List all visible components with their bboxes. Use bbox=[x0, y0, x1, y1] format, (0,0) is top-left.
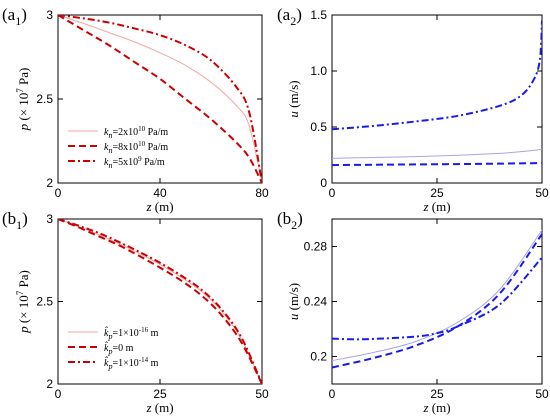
series-line-2 bbox=[332, 162, 542, 167]
y-tick-label: 0.5 bbox=[310, 120, 327, 134]
series-line-3 bbox=[58, 15, 262, 183]
y-tick-label: 0.2 bbox=[310, 350, 327, 364]
x-tick-label: 0 bbox=[329, 186, 336, 200]
panel-label: (b1) bbox=[2, 209, 28, 232]
x-axis-label: z (m) bbox=[145, 400, 173, 415]
series-line-2 bbox=[58, 15, 262, 183]
x-tick-label: 40 bbox=[153, 186, 167, 200]
legend-label: kn=2x1010 Pa/m bbox=[104, 125, 168, 140]
x-tick-label: 25 bbox=[430, 186, 444, 200]
x-axis-label: z (m) bbox=[145, 199, 173, 214]
y-tick-label: 1.5 bbox=[310, 8, 327, 22]
x-tick-label: 0 bbox=[55, 186, 62, 200]
y-axis-label: p (× 107 Pa) bbox=[15, 68, 31, 132]
y-tick-label: 2 bbox=[46, 176, 53, 190]
x-axis-label: z (m) bbox=[422, 199, 450, 214]
y-axis-label: p (× 107 Pa) bbox=[15, 270, 31, 334]
y-tick-label: 2.5 bbox=[36, 295, 53, 309]
legend: k̂p=1×10-16 mk̂p=0 mk̂p=1×10-14 m bbox=[68, 326, 159, 371]
y-tick-label: 1.0 bbox=[310, 64, 327, 78]
panel-label: (a2) bbox=[277, 5, 302, 28]
y-tick-label: 0.24 bbox=[304, 295, 328, 309]
series-line-2 bbox=[58, 219, 262, 384]
plot-frame bbox=[57, 218, 263, 385]
y-tick-label: 0 bbox=[320, 176, 327, 190]
chart-panel-1: 0 40 80 2 2.5 3 z (m) p (× 107 Pa) (a1) kn=2x1010… bbox=[2, 5, 269, 214]
x-tick-label: 0 bbox=[329, 387, 336, 401]
x-axis-label: z (m) bbox=[422, 400, 450, 415]
legend-label: kn=8x1010 Pa/m bbox=[104, 140, 168, 155]
y-tick-label: 2.5 bbox=[36, 92, 53, 106]
y-axis-label: u (m/s) bbox=[286, 283, 301, 320]
legend-label: k̂p=1×10-16 m bbox=[104, 326, 159, 341]
series-line-2 bbox=[332, 233, 542, 369]
x-tick-label: 25 bbox=[153, 387, 167, 401]
y-axis-label: u (m/s) bbox=[286, 80, 301, 117]
y-tick-label: 3 bbox=[46, 212, 53, 226]
x-tick-label: 25 bbox=[430, 387, 444, 401]
legend-label: kn=5x109 Pa/m bbox=[104, 155, 165, 170]
panel-label: (a1) bbox=[2, 5, 27, 28]
y-tick-label: 2 bbox=[46, 377, 53, 391]
series-line-3 bbox=[332, 256, 542, 341]
chart-panel-3: 0 25 50 2 2.5 3 z (m) p (× 107 Pa) (b1) k̂p=1×10-… bbox=[2, 209, 269, 415]
plot-frame bbox=[331, 218, 543, 385]
y-tick-label: 0.28 bbox=[304, 240, 328, 254]
chart-panel-2: 0 25 50 0 0.5 1.0 1.5 z (m) u (m/s) (a2) bbox=[277, 5, 549, 214]
series-line-3 bbox=[332, 20, 542, 131]
legend: kn=2x1010 Pa/mkn=8x1010 Pa/mkn=5x109 Pa/… bbox=[68, 125, 168, 170]
x-tick-label: 50 bbox=[535, 186, 549, 200]
x-tick-label: 50 bbox=[255, 387, 269, 401]
legend-label: k̂p=1×10-14 m bbox=[104, 356, 159, 371]
series-line-1 bbox=[332, 229, 542, 362]
chart-panel-4: 0 25 50 0.2 0.24 0.28 z (m) u (m/s) (b2) bbox=[277, 209, 549, 415]
series-line-3 bbox=[58, 219, 262, 384]
x-tick-label: 50 bbox=[535, 387, 549, 401]
x-tick-label: 80 bbox=[255, 186, 269, 200]
legend-label: k̂p=0 m bbox=[104, 341, 134, 356]
series-line-1 bbox=[58, 219, 262, 384]
series-line-1 bbox=[332, 148, 542, 159]
y-tick-label: 3 bbox=[46, 8, 53, 22]
panel-label: (b2) bbox=[277, 209, 303, 232]
series-line-1 bbox=[58, 15, 262, 183]
x-tick-label: 0 bbox=[55, 387, 62, 401]
